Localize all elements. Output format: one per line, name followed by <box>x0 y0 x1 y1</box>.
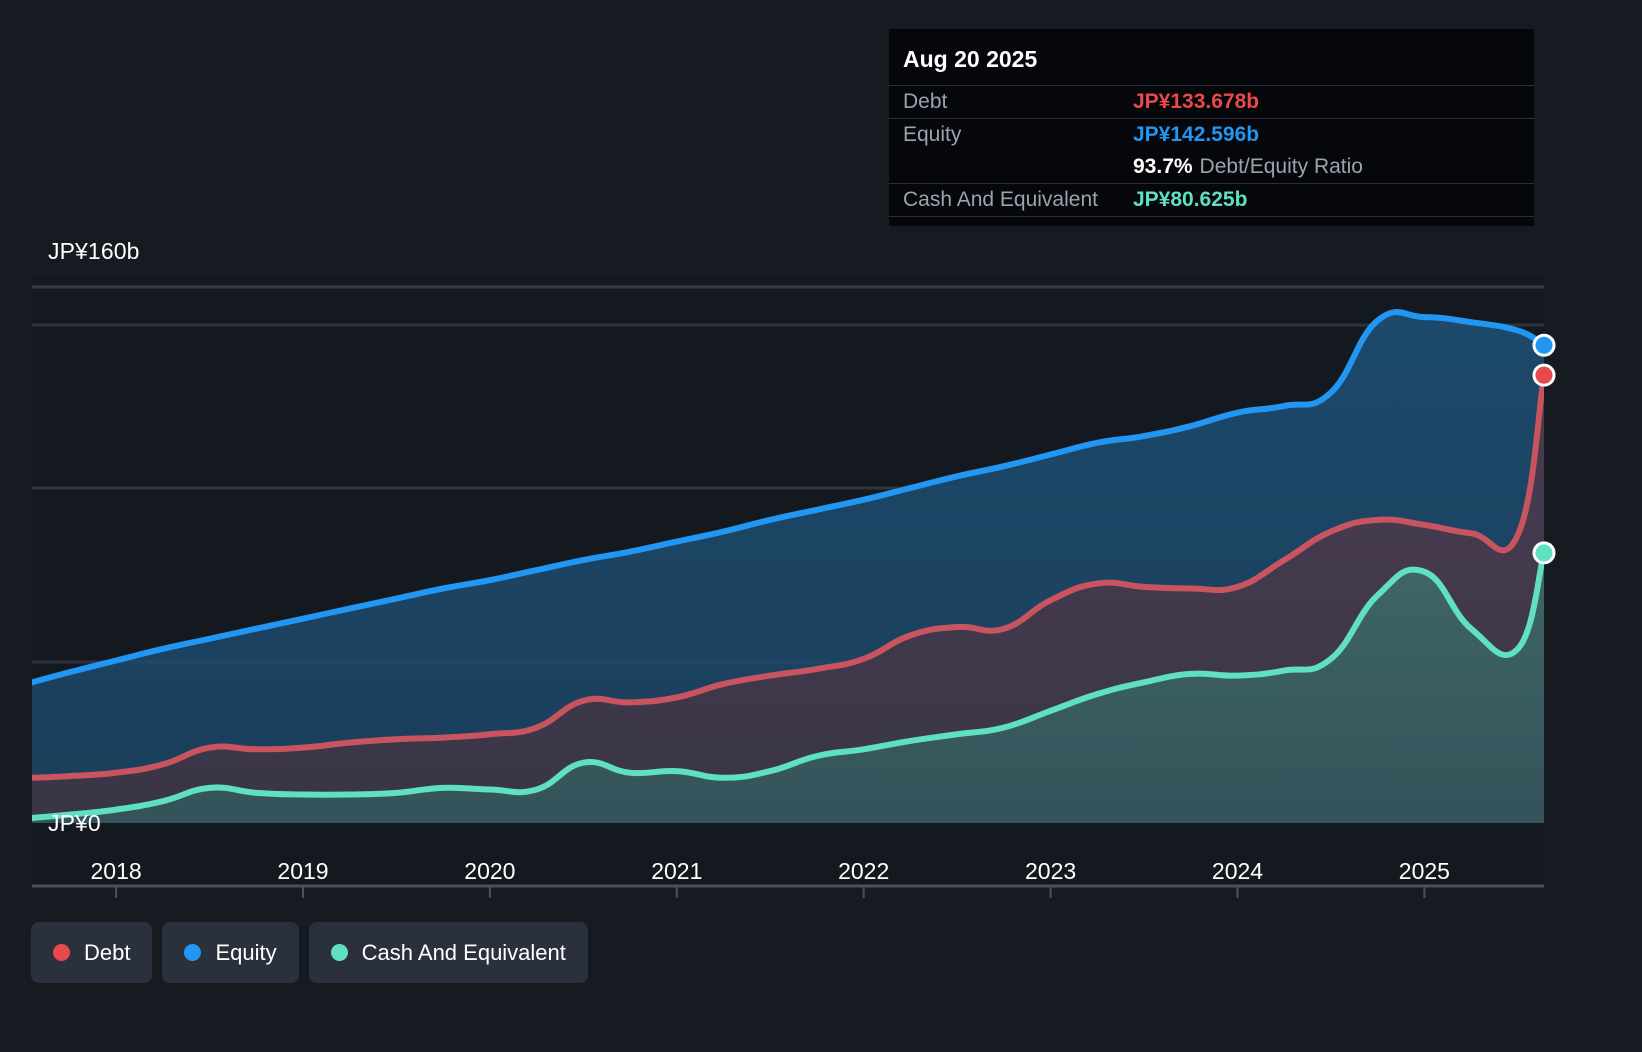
legend-item-cash-and-equivalent[interactable]: Cash And Equivalent <box>308 922 588 983</box>
x-tick-label-2024: 2024 <box>1211 858 1264 884</box>
tooltip-ratio-group: 93.7% Debt/Equity Ratio <box>1133 155 1363 179</box>
endpoint-marker-cash-and-equivalent <box>1532 541 1556 565</box>
series-layer <box>32 309 1544 823</box>
y-axis-bottom-label: JP¥0 <box>48 810 101 836</box>
x-tick-label-2019: 2019 <box>277 858 329 884</box>
endpoint-marker-equity <box>1532 333 1556 357</box>
tooltip-cash-label: Cash And Equivalent <box>903 188 1098 211</box>
legend-dot-icon <box>330 944 348 961</box>
tooltip-equity-value: JP¥142.596b <box>1133 123 1260 146</box>
tooltip-cash-value: JP¥80.625b <box>1133 188 1248 211</box>
tooltip-row-equity: Equity JP¥142.596b <box>889 118 1534 151</box>
x-tick-label-2023: 2023 <box>1025 858 1077 884</box>
tooltip-date: Aug 20 2025 <box>903 46 1038 72</box>
x-tick-label-2021: 2021 <box>651 858 703 884</box>
line-cash-and-equivalent <box>32 549 1544 821</box>
legend-item-debt[interactable]: Debt <box>31 922 153 983</box>
x-tick-label-2020: 2020 <box>464 858 516 884</box>
tooltip-ratio-label: Debt/Equity Ratio <box>1199 155 1363 178</box>
legend-dot-icon <box>184 944 202 961</box>
chart-tooltip: Aug 20 2025 Debt JP¥133.678b Equity JP¥1… <box>889 29 1534 226</box>
legend-item-label: Equity <box>215 939 277 965</box>
y-axis-top-label: JP¥160b <box>48 238 140 264</box>
chart-legend: Debt Equity Cash And Equivalent <box>31 922 588 983</box>
endpoint-marker-debt <box>1532 363 1556 387</box>
x-tick-label-2025: 2025 <box>1398 858 1450 884</box>
legend-item-label: Debt <box>84 939 131 965</box>
tooltip-row-ratio: 93.7% Debt/Equity Ratio <box>889 151 1534 183</box>
x-tick-label-2018: 2018 <box>90 858 142 884</box>
area-cash-and-equivalent <box>32 552 1544 823</box>
tooltip-row-debt: Debt JP¥133.678b <box>889 85 1534 118</box>
tooltip-debt-value: JP¥133.678b <box>1133 90 1260 113</box>
legend-dot-icon <box>53 944 70 961</box>
x-tick-label-2022: 2022 <box>838 858 890 884</box>
legend-item-equity[interactable]: Equity <box>162 922 299 983</box>
tooltip-bottom-divider <box>889 216 1534 218</box>
tooltip-debt-label: Debt <box>903 90 948 113</box>
line-debt <box>32 372 1544 781</box>
tooltip-equity-label: Equity <box>903 123 962 146</box>
endpoint-markers <box>1532 333 1556 565</box>
legend-item-label: Cash And Equivalent <box>361 939 566 965</box>
x-axis-tick-marks <box>115 886 1426 898</box>
line-equity <box>32 309 1544 686</box>
tooltip-row-cash: Cash And Equivalent JP¥80.625b <box>889 183 1534 216</box>
tooltip-ratio-value: 93.7% <box>1133 155 1193 178</box>
